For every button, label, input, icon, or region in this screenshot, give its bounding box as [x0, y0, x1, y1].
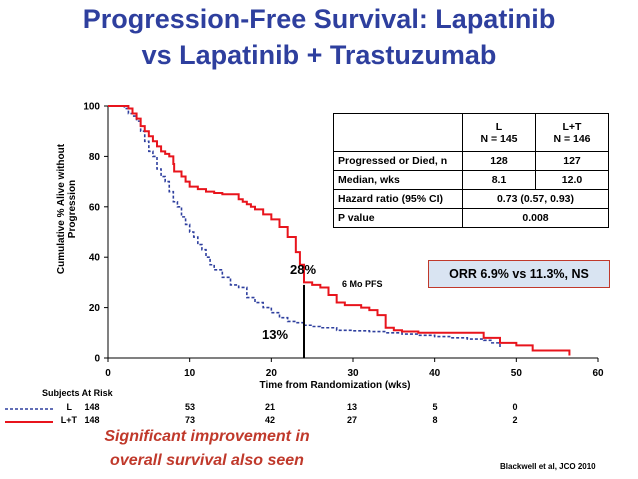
stats-table: L N = 145 L+T N = 146 Progressed or Died… [333, 113, 609, 228]
stats-header-l-n: N = 145 [480, 132, 518, 145]
median-label: Median, wks [333, 170, 463, 190]
y-tick-label-1: 20 [89, 303, 101, 314]
stats-row-hazard: Hazard ratio (95% CI) 0.73 (0.57, 0.93) [333, 189, 609, 209]
risk-lt-1: 73 [184, 415, 195, 425]
progressed-l: 128 [462, 151, 536, 171]
title-line-1: Progression-Free Survival: Lapatinib [82, 4, 556, 34]
risk-lt-5: 2 [512, 415, 518, 425]
risk-l-3: 13 [346, 402, 357, 412]
significance-line-2: overall survival also seen [110, 452, 304, 469]
x-tick-label-3: 30 [347, 368, 359, 379]
pvalue-label: P value [333, 208, 463, 228]
y-axis-title-wrap: Cumulative % Alive without Progression [52, 90, 82, 340]
x-tick-label-0: 0 [105, 368, 111, 379]
median-l: 8.1 [462, 170, 536, 190]
orr-box: ORR 6.9% vs 11.3%, NS [428, 260, 610, 288]
series-line-l [108, 105, 501, 348]
stats-header-row: L N = 145 L+T N = 146 [333, 113, 609, 152]
y-axis-title: Cumulative % Alive without Progression [56, 143, 78, 275]
risk-row-lt: L+T 148 73 42 27 8 2 [0, 415, 638, 429]
subjects-at-risk-title: Subjects At Risk [42, 388, 113, 398]
significance-line-1: Significant improvement in [104, 428, 310, 445]
y-tick-label-4: 80 [89, 152, 101, 163]
pvalue-value: 0.008 [462, 208, 609, 228]
risk-l-5: 0 [512, 402, 518, 412]
risk-legend-l-line [5, 408, 53, 410]
x-tick-label-1: 10 [184, 368, 196, 379]
y-tick-label-5: 100 [83, 102, 100, 113]
y-tick-label-0: 0 [94, 354, 100, 365]
title-line-2: vs Lapatinib + Trastuzumab [141, 40, 497, 70]
risk-lt-2: 42 [264, 415, 275, 425]
stats-header-blank [333, 113, 463, 152]
x-tick-label-5: 50 [511, 368, 523, 379]
hazard-label: Hazard ratio (95% CI) [333, 189, 463, 209]
risk-label-l: L [66, 402, 73, 412]
progressed-label: Progressed or Died, n [333, 151, 463, 171]
stats-row-median: Median, wks 8.1 12.0 [333, 170, 609, 190]
stats-row-pvalue: P value 0.008 [333, 208, 609, 228]
stats-header-l-name: L [495, 120, 503, 133]
progressed-lt: 127 [535, 151, 609, 171]
risk-row-l: L 148 53 21 13 5 0 [0, 402, 638, 416]
series-line-lt [108, 105, 571, 356]
risk-label-lt: L+T [60, 415, 77, 425]
risk-l-0: 148 [84, 402, 100, 412]
y-tick-label-3: 60 [89, 202, 101, 213]
six-month-pfs-label: 6 Mo PFS [342, 279, 383, 289]
stats-row-progressed: Progressed or Died, n 128 127 [333, 151, 609, 171]
lt-six-month-pct: 28% [290, 262, 317, 277]
stats-header-lt-name: L+T [562, 120, 582, 133]
risk-legend-lt-line [5, 421, 53, 423]
y-tick-label-2: 40 [89, 253, 101, 264]
hazard-value: 0.73 (0.57, 0.93) [462, 189, 609, 209]
x-tick-label-2: 20 [266, 368, 278, 379]
risk-l-1: 53 [184, 402, 195, 412]
x-tick-label-6: 60 [592, 368, 604, 379]
stats-header-lt: L+T N = 146 [535, 113, 609, 152]
stats-header-lt-n: N = 146 [553, 132, 591, 145]
x-axis-title: Time from Randomization (wks) [259, 380, 411, 391]
risk-lt-4: 8 [432, 415, 438, 425]
risk-lt-3: 27 [346, 415, 357, 425]
risk-l-4: 5 [432, 402, 438, 412]
median-lt: 12.0 [535, 170, 609, 190]
x-tick-label-4: 40 [429, 368, 441, 379]
risk-l-2: 21 [264, 402, 275, 412]
l-six-month-pct: 13% [262, 327, 289, 342]
stats-header-l: L N = 145 [462, 113, 536, 152]
citation: Blackwell et al, JCO 2010 [500, 462, 596, 471]
risk-lt-0: 148 [84, 415, 100, 425]
